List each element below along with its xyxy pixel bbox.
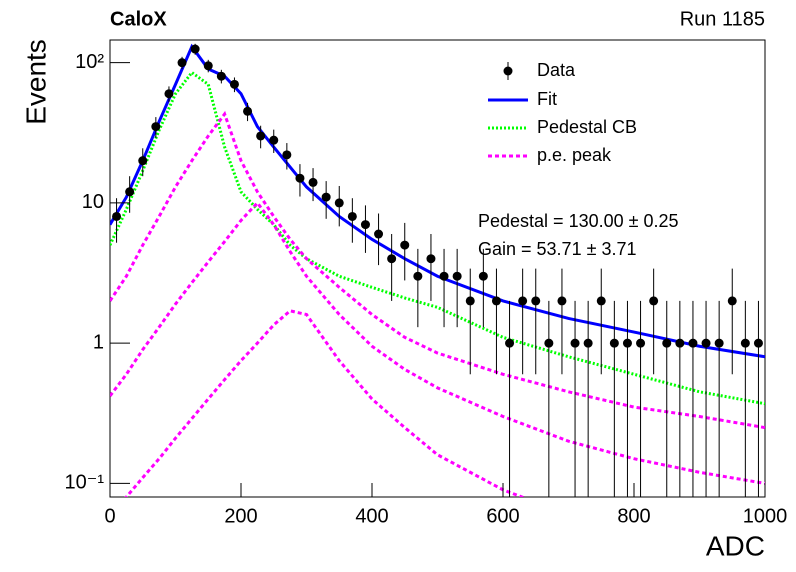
data-point — [413, 271, 423, 281]
data-point — [675, 338, 685, 348]
data-point — [518, 296, 528, 306]
data-point — [753, 338, 763, 348]
data-point — [701, 338, 711, 348]
data-point — [649, 296, 659, 306]
data-point — [400, 240, 410, 250]
data-point — [112, 211, 122, 221]
legend-label: Fit — [537, 89, 557, 109]
data-point — [609, 338, 619, 348]
data-point — [177, 58, 187, 68]
data-point — [269, 135, 279, 145]
data-point — [164, 89, 174, 99]
data-point — [570, 338, 580, 348]
chart-subtitle: Run 1185 — [680, 8, 765, 30]
data-point — [478, 271, 488, 281]
data-point — [491, 296, 501, 306]
x-tick-label: 0 — [104, 505, 115, 527]
legend-label: p.e. peak — [537, 145, 612, 165]
x-tick-label: 800 — [617, 505, 650, 527]
y-tick-label: 10² — [75, 51, 104, 73]
data-point — [203, 61, 213, 71]
data-point — [531, 296, 541, 306]
data-point — [596, 296, 606, 306]
data-point — [439, 271, 449, 281]
data-point — [622, 338, 632, 348]
data-point — [387, 254, 397, 264]
data-point — [347, 211, 357, 221]
data-point — [374, 229, 384, 239]
chart-title: CaloX — [110, 8, 167, 30]
data-point — [190, 44, 200, 54]
annotation: Pedestal = 130.00 ± 0.25 — [478, 211, 679, 231]
annotation: Gain = 53.71 ± 3.71 — [478, 239, 637, 259]
data-point — [308, 177, 318, 187]
data-point — [688, 338, 698, 348]
curve — [110, 110, 765, 430]
data-point — [740, 338, 750, 348]
data-point — [714, 338, 724, 348]
x-tick-label: 600 — [486, 505, 519, 527]
x-tick-label: 1000 — [743, 505, 788, 527]
x-axis-label: ADC — [706, 530, 765, 561]
data-point — [465, 296, 475, 306]
data-point — [360, 220, 370, 230]
data-point — [583, 338, 593, 348]
data-point — [636, 338, 646, 348]
plot-frame — [109, 39, 766, 498]
data-point — [243, 106, 253, 116]
y-tick-label: 1 — [93, 331, 104, 353]
legend-marker — [503, 66, 513, 76]
data-point — [282, 150, 292, 160]
y-tick-label: 10 — [82, 191, 104, 213]
curve — [110, 200, 765, 485]
data-point — [216, 71, 226, 81]
legend-label: Pedestal CB — [537, 117, 637, 137]
data-point — [505, 338, 515, 348]
data-point — [295, 173, 305, 183]
data-point — [334, 198, 344, 208]
legend-label: Data — [537, 60, 576, 80]
data-point — [544, 338, 554, 348]
data-point — [256, 131, 266, 141]
plot-area — [110, 43, 765, 497]
data-point — [151, 122, 161, 132]
x-tick-label: 200 — [224, 505, 257, 527]
x-tick-label: 400 — [355, 505, 388, 527]
y-tick-label: 10⁻¹ — [65, 472, 105, 494]
data-point — [229, 79, 239, 89]
curve — [124, 309, 527, 497]
data-point — [452, 271, 462, 281]
data-point — [426, 254, 436, 264]
data-point — [321, 192, 331, 202]
y-axis-label: Events — [20, 39, 51, 125]
data-point — [138, 156, 148, 166]
data-point — [662, 338, 672, 348]
data-point — [727, 296, 737, 306]
data-point — [125, 187, 135, 197]
data-point — [557, 296, 567, 306]
